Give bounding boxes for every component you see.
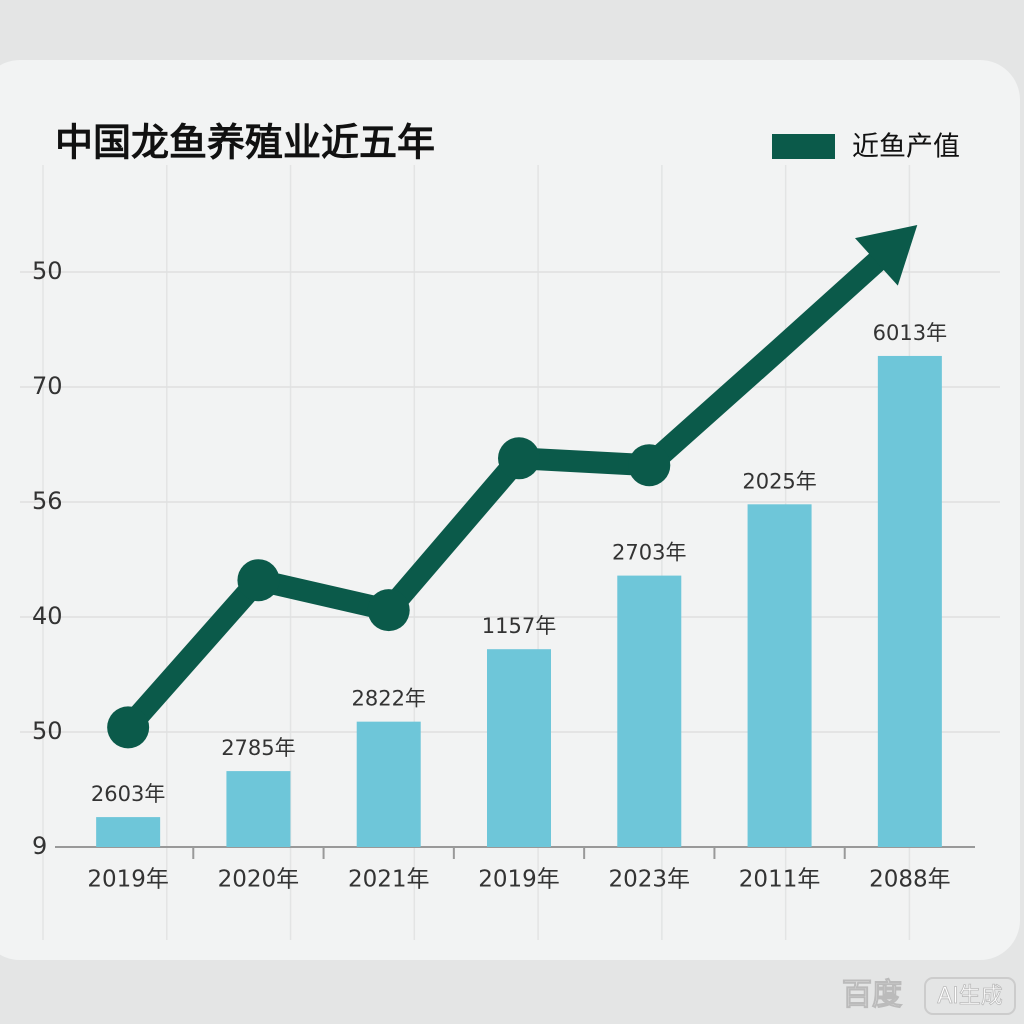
bar-annotation: 6013年 (873, 321, 947, 345)
bar (877, 355, 942, 847)
x-tick-label: 2023年 (609, 867, 691, 893)
bar (96, 817, 161, 847)
x-tick-label: 2019年 (478, 867, 560, 893)
line-marker (628, 444, 671, 487)
bar-annotation: 2703年 (612, 541, 686, 565)
bar (617, 575, 682, 847)
bar (487, 649, 551, 847)
y-tick-label: 50 (32, 257, 63, 285)
legend-label: 近鱼产值 (852, 132, 960, 163)
line-marker (498, 437, 540, 480)
bar-annotation: 2822年 (351, 687, 425, 711)
x-tick-label: 2011年 (739, 867, 821, 893)
line-marker (367, 589, 410, 632)
x-tick-label: 2088年 (869, 867, 951, 893)
y-tick-label: 50 (32, 717, 63, 745)
line-marker (237, 559, 280, 602)
bar (226, 771, 291, 847)
y-tick-label: 9 (32, 832, 47, 860)
bar-annotation: 1157年 (482, 614, 556, 638)
watermark-box (924, 977, 1016, 1015)
x-tick-label: 2019年 (87, 867, 169, 893)
line-marker (107, 706, 150, 749)
legend-swatch (772, 134, 835, 159)
watermark: 百度 (842, 978, 902, 1013)
bar-annotation: 2025年 (742, 469, 816, 493)
bar (747, 504, 812, 847)
y-tick-label: 56 (32, 487, 63, 515)
y-tick-label: 70 (32, 372, 63, 400)
bar-annotation: 2603年 (91, 782, 165, 806)
arrowhead (855, 225, 918, 286)
bar-annotation: 2785年 (221, 736, 295, 760)
x-tick-label: 2020年 (218, 867, 300, 893)
y-tick-label: 40 (32, 602, 63, 630)
watermark: AI生成 (937, 984, 1003, 1009)
x-tick-label: 2021年 (348, 867, 430, 893)
chart-title: 中国龙鱼养殖业近五年 (55, 121, 435, 165)
bar (356, 721, 421, 847)
